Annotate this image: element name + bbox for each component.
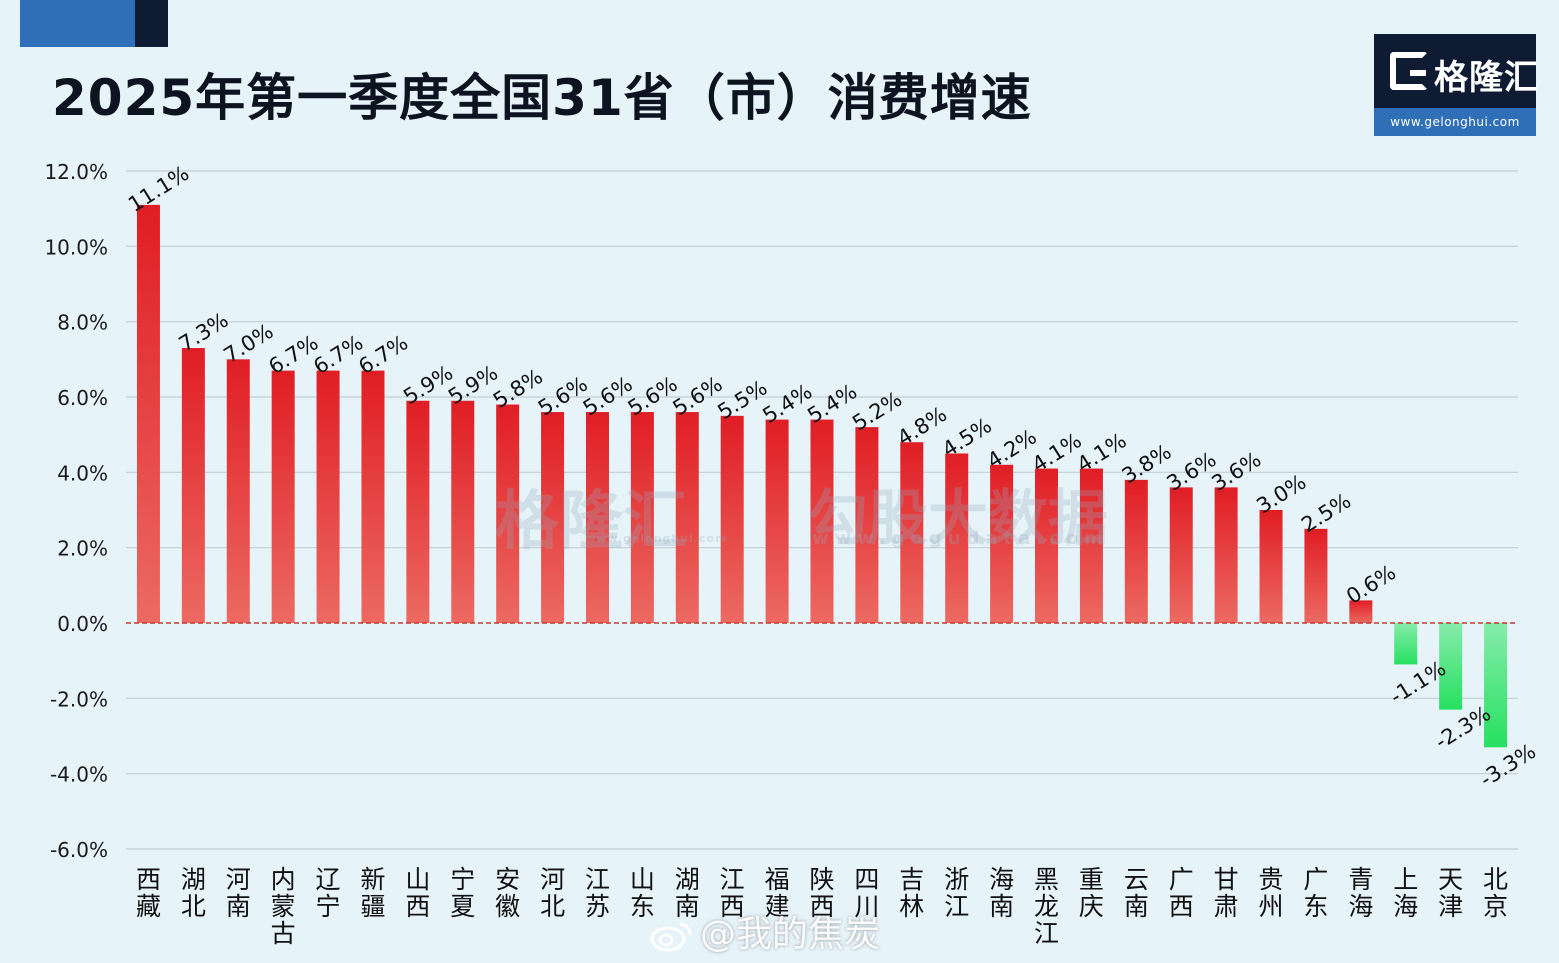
category-label: 江西 [720,865,745,921]
logo-name: 格隆汇 [1434,58,1539,98]
bar [1484,623,1508,748]
category-label: 湖南 [675,865,700,921]
brand-logo: 格隆汇 www.gelonghui.com [1374,34,1539,136]
category-label: 河南 [226,865,251,921]
bar [1349,600,1373,623]
bar [990,464,1014,623]
category-label: 天津 [1438,865,1463,921]
bar [675,412,699,623]
corner-accent-blue [20,0,135,47]
y-tick-label: 10.0% [44,235,108,259]
y-tick-label: 0.0% [57,612,108,636]
bar [630,412,654,623]
category-label: 辽宁 [316,865,341,921]
bar [406,400,430,623]
category-label: 青海 [1348,865,1373,921]
category-label: 北京 [1483,865,1508,921]
category-label: 江苏 [585,865,610,921]
category-label: 甘肃 [1214,865,1239,921]
y-tick-label: -6.0% [50,838,108,862]
category-label: 重庆 [1079,865,1104,921]
bar [271,370,295,623]
corner-accent-dark [135,0,168,47]
y-tick-label: 4.0% [57,461,108,485]
bar [1169,487,1193,623]
category-label: 吉林 [899,865,924,921]
bar [1439,623,1463,710]
bar [1304,528,1328,623]
category-labels: 西藏湖北河南内蒙古辽宁新疆山西宁夏安徽河北江苏山东湖南江西福建陕西四川吉林浙江海… [136,865,1508,948]
category-label: 宁夏 [450,865,475,921]
y-tick-label: -4.0% [50,763,108,787]
category-label: 浙江 [944,865,969,921]
page-title: 2025年第一季度全国31省（市）消费增速 [52,69,1032,127]
bar [585,412,609,623]
bar [1124,479,1148,623]
bars [136,204,1508,748]
y-axis-ticks: 12.0% 10.0% 8.0% 6.0% 4.0% 2.0% 0.0% -2.0% -4.0%… [44,160,108,862]
bar [1079,468,1103,623]
bar [1035,468,1059,623]
category-label: 四川 [854,865,879,921]
logo-g-icon [1390,52,1428,90]
category-label: 贵州 [1259,865,1284,921]
category-label: 西藏 [136,865,161,921]
bar [181,348,205,623]
y-tick-label: 6.0% [57,386,108,410]
category-label: 云南 [1124,865,1149,921]
y-tick-label: -2.0% [50,687,108,711]
bar [136,204,160,623]
bar [855,427,879,623]
category-label: 海南 [989,865,1014,921]
logo-url: www.gelonghui.com [1374,108,1536,136]
category-label: 安徽 [495,865,520,921]
y-tick-label: 8.0% [57,311,108,335]
bar [316,370,340,623]
bar [810,419,834,623]
bar [765,419,789,623]
category-label: 山东 [630,865,655,921]
bar [900,442,924,623]
bar [1214,487,1238,623]
category-label: 河北 [540,865,565,921]
bar [496,404,520,623]
category-label: 上海 [1393,865,1418,921]
category-label: 内蒙古 [271,865,296,948]
bar [1394,623,1418,665]
weibo-icon [650,922,692,952]
category-label: 湖北 [181,865,206,921]
category-label: 陕西 [809,865,834,921]
category-label: 山西 [405,865,430,921]
category-label: 黑龙江 [1034,865,1059,948]
y-tick-label: 2.0% [57,537,108,561]
bar [226,359,250,623]
category-label: 新疆 [360,865,385,921]
y-tick-label: 12.0% [44,160,108,184]
category-label: 福建 [765,865,790,921]
bar [945,453,969,623]
bar [541,412,565,623]
bar [451,400,475,623]
bar [1259,510,1283,623]
bar [361,370,385,623]
weibo-handle: @我的焦炭 [700,914,881,955]
weibo-watermark: @我的焦炭 [650,905,880,957]
bar [720,415,744,623]
category-label: 广西 [1169,865,1194,921]
category-label: 广东 [1303,865,1328,921]
